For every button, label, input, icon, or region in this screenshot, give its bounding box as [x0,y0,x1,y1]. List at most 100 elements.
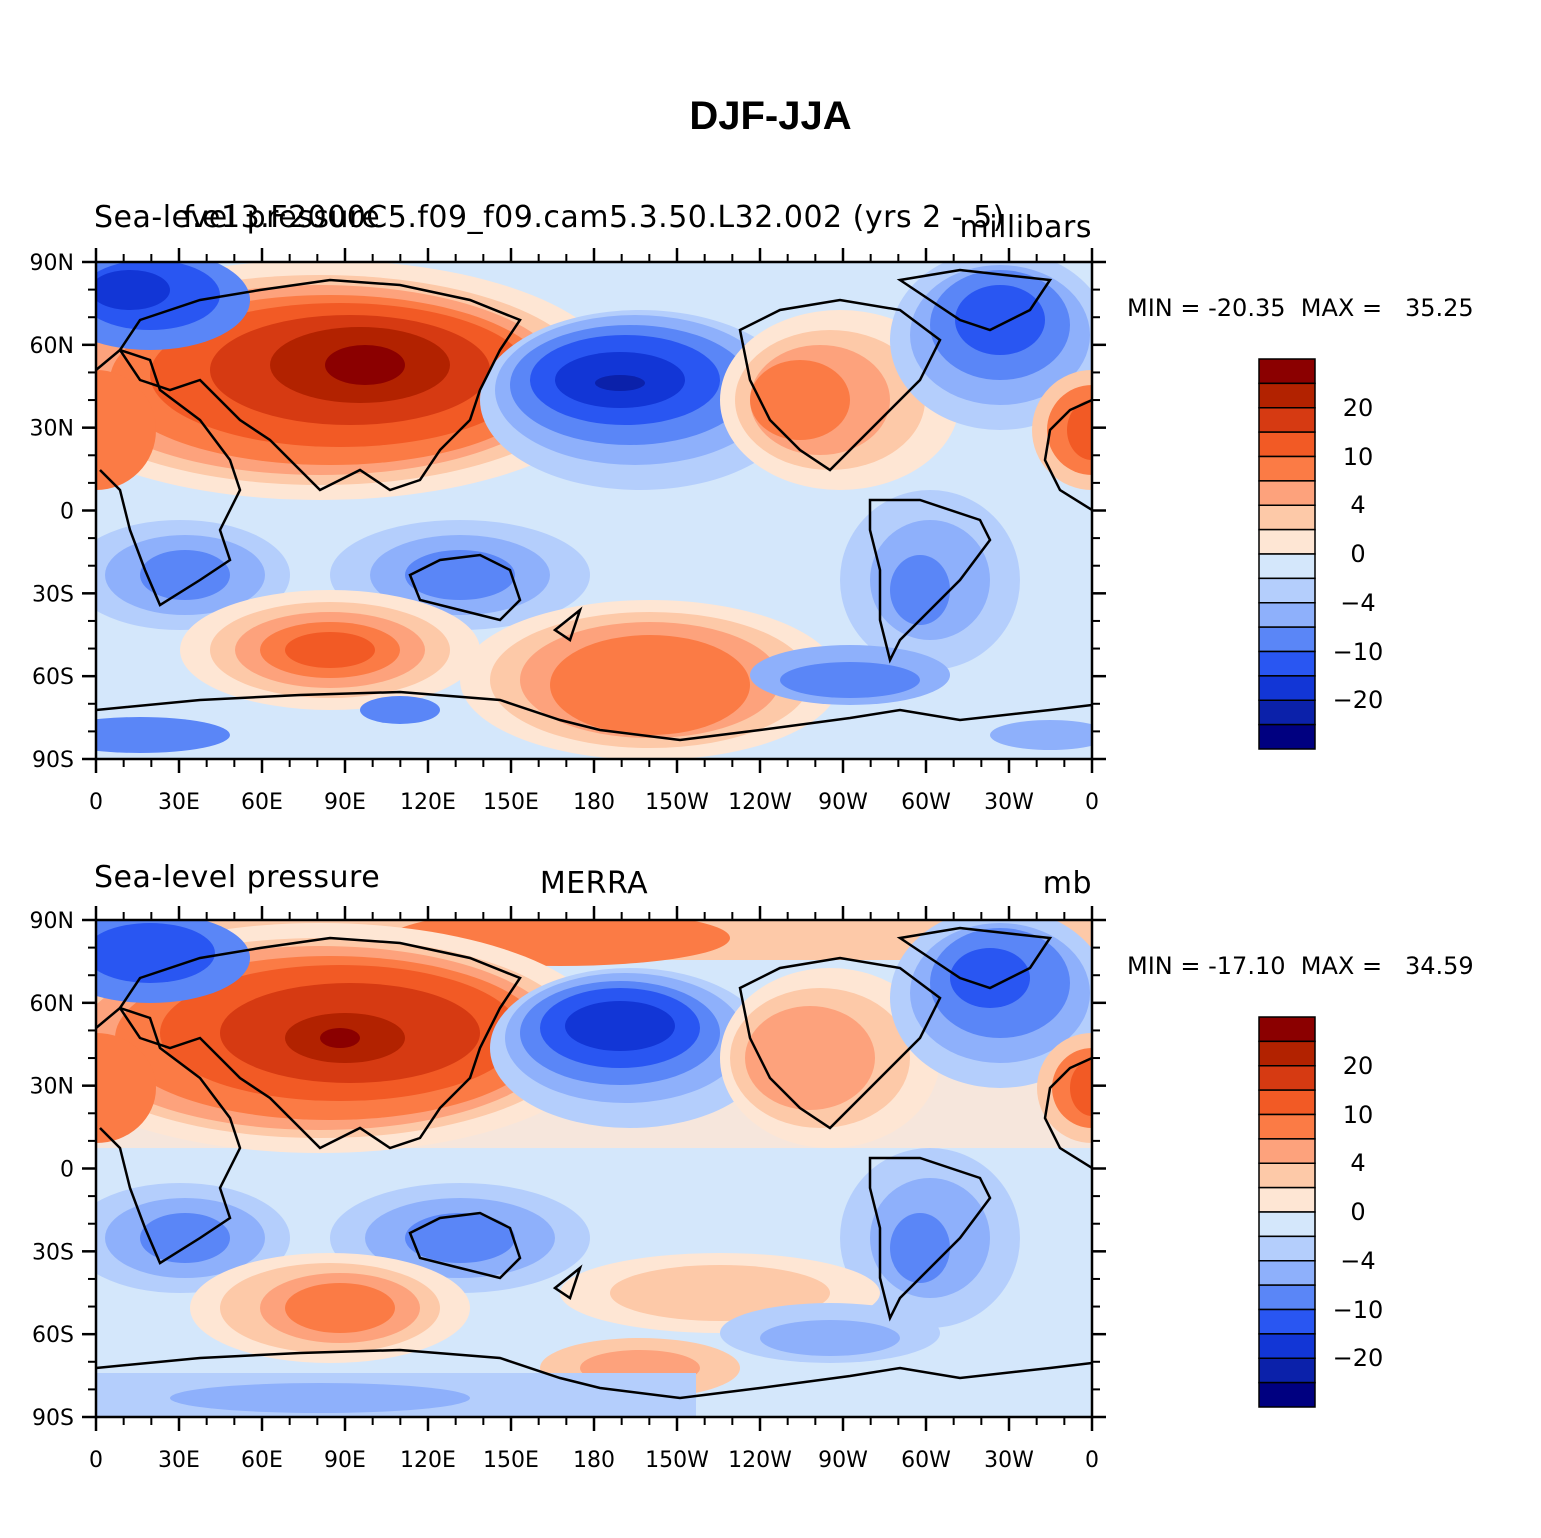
panel1-map: 0 30E 60E 90E 120E 150E 180 150W 120W 90W 60W 30W 09… [30,248,1106,815]
panel2-lon-label: 150E [483,1448,539,1473]
panel1-colorbar-swatch [1258,602,1316,628]
panel1-axes: 0 30E 60E 90E 120E 150E 180 150W 120W 90W 60W 30W 09… [30,248,1106,815]
panel1-lon-label: 120W [728,790,792,815]
panel2-right-title: mb [1042,866,1092,901]
panel2-colorbar-swatch [1258,1260,1316,1286]
panel2-lat-label: 0 [60,1158,74,1183]
panel2-lon-label: 60E [241,1448,283,1473]
panel2-lon-label: 180 [573,1448,615,1473]
panel2-colorbar-swatch [1258,1357,1316,1384]
panel2-axes: 0 30E 60E 90E 120E 150E 180 150W 120W 90W 60W 30W 0 9… [30,906,1106,1473]
panel1-lat-label: 0 [60,500,74,525]
panel1-lat-label: 90N [30,251,74,276]
panel2-lon-label: 60W [901,1448,951,1473]
panel2-field [96,920,1092,1417]
panel2-colorbar-swatch [1258,1162,1316,1189]
panel2-colorbar [1258,1016,1316,1408]
panel2-lon-label: 30E [158,1448,200,1473]
panel2-colorbar-label: 10 [1342,1100,1374,1129]
panel1-lat-label: 60S [32,665,74,690]
panel1-colorbar-swatch [1258,553,1316,580]
panel1-colorbar-label: −4 [1340,588,1376,617]
panel1-colorbar-label: 4 [1350,491,1366,520]
panel1-max-value: 35.25 [1404,294,1474,322]
panel1-lat-label: 60N [30,334,74,359]
panel2-colorbar-label: −4 [1340,1246,1376,1275]
panel1-lon-label: 150W [645,790,709,815]
panel1-lon-label: 150E [483,790,539,815]
panel2-colorbar-swatch [1258,1016,1316,1043]
panel1-lon-label: 30W [984,790,1034,815]
panel1-colorbar-label: 10 [1342,442,1374,471]
panel2-lon-label: 150W [645,1448,709,1473]
panel1-colorbar-swatch [1258,528,1316,555]
panel1-lon-label: 0 [89,790,103,815]
panel1-colorbar-swatch [1258,480,1316,506]
panel1-lon-label: 90E [324,790,366,815]
panel1-lon-label: 30E [158,790,200,815]
panel2-colorbar-swatch [1258,1308,1316,1335]
panel2-colorbar-swatch [1258,1333,1316,1359]
panel2-colorbar-label: 4 [1350,1149,1366,1178]
panel1-left-title: Sea-level pressure [94,200,381,235]
panel1-colorbar-labels: 20 10 4 0 −4 −10 −20 [1320,357,1400,751]
panel1-lon-label: 60E [241,790,283,815]
panel1-colorbar-label: 20 [1342,393,1374,422]
panel2-center-title: MERRA [539,866,649,901]
panel2-lon-label: 120W [728,1448,792,1473]
panel2-lon-label: 30W [984,1448,1034,1473]
panel2-lat-label: 30S [32,1240,74,1265]
panel1-colorbar-swatch [1258,358,1316,385]
panel1-lat-label: 30N [30,417,74,442]
panel1-colorbar-swatch [1258,699,1316,726]
panel2-colorbar-swatch [1258,1089,1316,1116]
panel2-colorbar-swatch [1258,1040,1316,1067]
panel2-colorbar-swatch [1258,1186,1316,1213]
panel2-colorbar-label: 0 [1350,1198,1366,1226]
panel1-colorbar-swatch [1258,675,1316,701]
panel2-map: 0 30E 60E 90E 120E 150E 180 150W 120W 90W 60W 30W 0 9… [30,906,1106,1473]
panel2-colorbar-label: −10 [1332,1295,1384,1324]
panel1-colorbar-swatch [1258,382,1316,409]
panel2-lat-label: 60N [30,992,74,1017]
panel2-colorbar-swatch [1258,1138,1316,1164]
figure-title: DJF-JJA [689,94,852,138]
panel2-colorbar-swatch [1258,1113,1316,1140]
panel1-colorbar-swatch [1258,650,1316,677]
panel2-lat-label: 60S [32,1323,74,1348]
panel2-colorbar-label: 20 [1342,1051,1374,1080]
panel2-coastlines [96,926,1092,1400]
panel1-colorbar-swatch [1258,577,1316,604]
panel2-lat-label: 30N [30,1075,74,1100]
panel2-lon-label: 0 [1085,1448,1099,1473]
panel2-colorbar-swatch [1258,1065,1316,1091]
panel1-right-title: millibars [959,210,1092,245]
panel2-colorbar-swatch [1258,1284,1316,1311]
panel1-colorbar-label: −20 [1332,686,1384,715]
panel2-lon-label: 90E [324,1448,366,1473]
panel2-min-value: -17.10 [1208,952,1286,980]
panel2-max-value: 34.59 [1404,952,1474,980]
panel1-colorbar-swatch [1258,626,1316,653]
panel2-lat-label: 90N [30,909,74,934]
panel1-lon-label: 180 [573,790,615,815]
panel1-colorbar-label: 0 [1350,540,1366,568]
panel2-lon-label: 120E [400,1448,456,1473]
panel1-lon-label: 60W [901,790,951,815]
panel1-colorbar-swatch [1258,455,1316,482]
panel2-colorbar-swatch [1258,1381,1316,1408]
panel1-lon-label: 0 [1085,790,1099,815]
panel2-colorbar-swatch [1258,1211,1316,1238]
panel2-lon-label: 90W [818,1448,868,1473]
panel2-lat-label: 90S [32,1406,74,1431]
panel1-colorbar-label: −10 [1332,637,1384,666]
panel1-lon-label: 90W [818,790,868,815]
panel1-center-title: f.e13.F2000C5.f09_f09.cam5.3.50.L32.002 … [183,200,1005,235]
panel1-lon-label: 120E [400,790,456,815]
panel1-field [96,262,1092,759]
panel1-colorbar [1258,358,1316,750]
panel1-lat-label: 30S [32,582,74,607]
panel1-stats: MIN = -20.35 MAX = 35.25 [1127,294,1474,322]
panel2-colorbar-labels: 20 10 4 0 −4 −10 −20 [1320,1015,1400,1409]
panel1-lat-label: 90S [32,748,74,773]
